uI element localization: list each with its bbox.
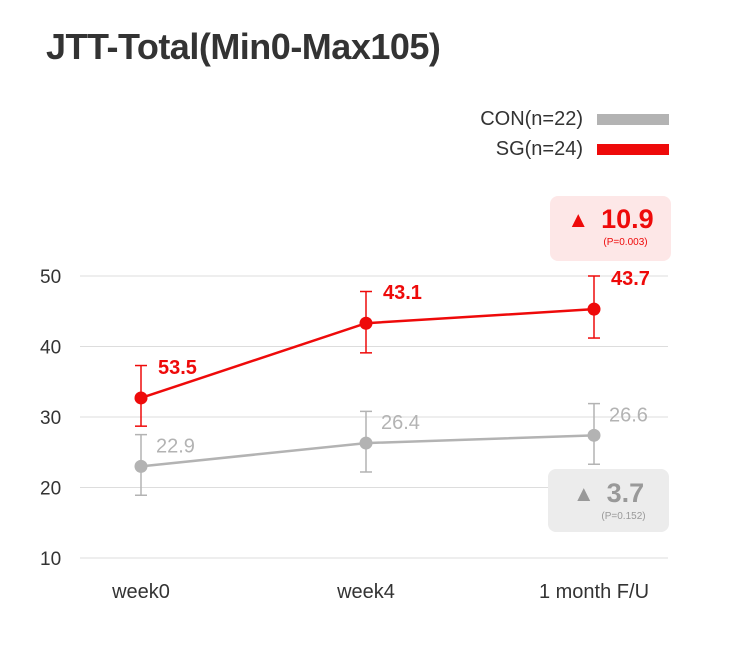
con-change-value: 3.7 — [606, 478, 645, 508]
sg-p-value: (P=0.003) — [603, 237, 648, 248]
con-data-label: 26.6 — [609, 404, 648, 426]
y-tick-label: 50 — [40, 267, 61, 288]
sg-data-point — [587, 302, 601, 316]
y-tick-label: 10 — [40, 549, 61, 570]
con-data-point — [134, 459, 148, 473]
legend-label-con: CON(n=22) — [480, 107, 583, 130]
up-triangle-icon: ▲ — [572, 480, 595, 506]
sg-data-point — [359, 316, 373, 330]
y-tick-label: 20 — [40, 479, 61, 500]
sg-data-label: 43.1 — [383, 282, 422, 304]
sg-data-label: 43.7 — [611, 268, 650, 290]
sg-data-label: 53.5 — [158, 357, 197, 379]
x-tick-label: week0 — [111, 581, 170, 603]
sg-change-value: 10.9 — [601, 204, 654, 234]
up-triangle-icon: ▲ — [567, 206, 590, 232]
con-data-point — [359, 436, 373, 450]
con-data-point — [587, 428, 601, 442]
legend-item-con: CON(n=22) — [480, 106, 669, 132]
x-tick-label: 1 month F/U — [539, 581, 649, 603]
x-tick-label: week4 — [336, 581, 395, 603]
chart-title: JTT-Total(Min0-Max105) — [46, 26, 441, 67]
con-p-value: (P=0.152) — [601, 511, 646, 522]
legend-swatch-sg — [597, 143, 669, 155]
sg-change-badge: ▲ 10.9 (P=0.003) — [550, 196, 671, 261]
legend-item-sg: SG(n=24) — [480, 136, 669, 162]
con-data-label: 26.4 — [381, 412, 420, 434]
con-change-badge: ▲ 3.7 (P=0.152) — [548, 469, 669, 532]
y-tick-label: 30 — [40, 408, 61, 429]
legend-swatch-con — [597, 113, 669, 125]
con-data-label: 22.9 — [156, 435, 195, 457]
legend-label-sg: SG(n=24) — [495, 137, 583, 160]
y-tick-label: 40 — [40, 338, 61, 359]
sg-data-point — [134, 391, 148, 405]
chart-legend: CON(n=22) SG(n=24) — [480, 106, 669, 166]
